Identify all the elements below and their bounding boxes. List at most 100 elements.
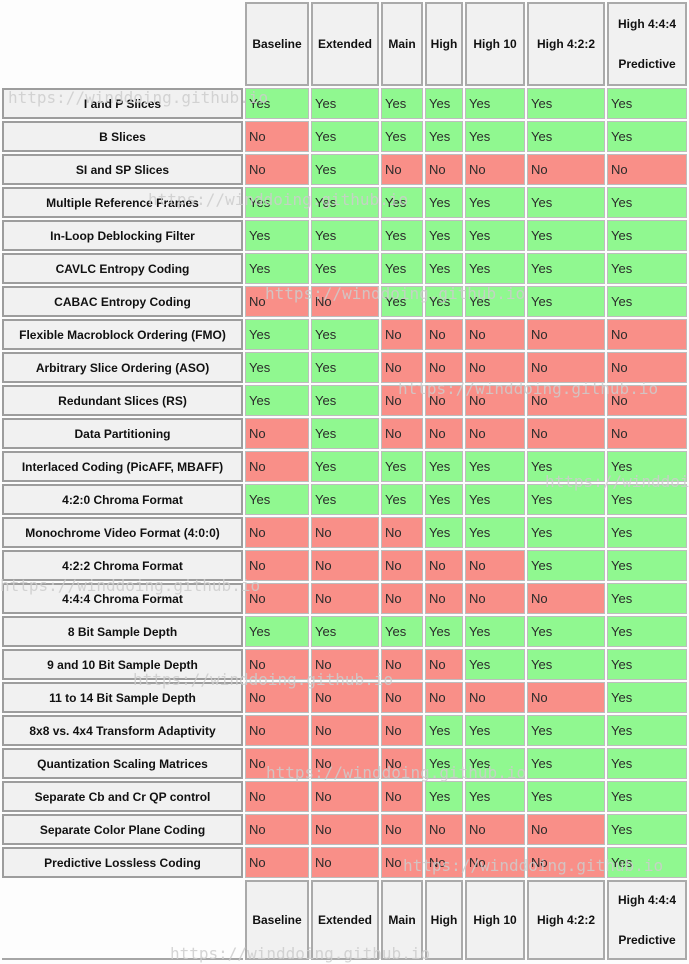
support-cell: No	[527, 385, 605, 416]
feature-row: SI and SP Slices No Yes No No No No No	[2, 154, 687, 185]
support-cell: No	[245, 451, 309, 482]
support-cell: No	[311, 583, 379, 614]
support-cell: Yes	[381, 220, 423, 251]
support-cell: Yes	[425, 220, 463, 251]
support-cell: No	[607, 385, 687, 416]
feature-label: 11 to 14 Bit Sample Depth	[2, 682, 243, 713]
support-cell: Yes	[527, 187, 605, 218]
support-cell: No	[381, 781, 423, 812]
feature-label: 8x8 vs. 4x4 Transform Adaptivity	[2, 715, 243, 746]
support-cell: No	[465, 583, 525, 614]
support-cell: No	[465, 319, 525, 350]
support-cell: Yes	[465, 187, 525, 218]
feature-label: I and P Slices	[2, 88, 243, 119]
support-cell: No	[425, 418, 463, 449]
support-cell: Yes	[381, 286, 423, 317]
support-cell: No	[527, 682, 605, 713]
support-cell: No	[381, 748, 423, 779]
support-cell: Yes	[527, 484, 605, 515]
header-corner-cell	[2, 2, 243, 86]
feature-label: 8 Bit Sample Depth	[2, 616, 243, 647]
support-cell: No	[245, 121, 309, 152]
feature-label: Redundant Slices (RS)	[2, 385, 243, 416]
support-cell: Yes	[245, 616, 309, 647]
support-cell: No	[425, 847, 463, 878]
support-cell: No	[381, 319, 423, 350]
support-cell: No	[245, 154, 309, 185]
support-cell: No	[527, 154, 605, 185]
support-cell: Yes	[425, 715, 463, 746]
support-cell: No	[465, 550, 525, 581]
feature-row: Predictive Lossless Coding No No No No No No Ye…	[2, 847, 687, 878]
support-cell: No	[465, 385, 525, 416]
support-cell: Yes	[607, 583, 687, 614]
support-cell: No	[245, 550, 309, 581]
support-cell: Yes	[245, 352, 309, 383]
support-cell: Yes	[527, 451, 605, 482]
support-cell: Yes	[381, 616, 423, 647]
support-cell: No	[527, 814, 605, 845]
support-cell: Yes	[465, 715, 525, 746]
profile-header-baseline: Baseline	[245, 2, 309, 86]
support-cell: Yes	[425, 517, 463, 548]
support-cell: No	[425, 682, 463, 713]
support-cell: No	[381, 715, 423, 746]
support-cell: Yes	[311, 88, 379, 119]
support-cell: No	[425, 154, 463, 185]
support-cell: Yes	[311, 385, 379, 416]
support-cell: Yes	[607, 121, 687, 152]
feature-label: B Slices	[2, 121, 243, 152]
support-cell: Yes	[245, 187, 309, 218]
support-cell: No	[381, 550, 423, 581]
support-cell: Yes	[607, 550, 687, 581]
feature-row: Separate Cb and Cr QP control No No No Yes Ye…	[2, 781, 687, 812]
support-cell: No	[311, 286, 379, 317]
support-cell: Yes	[527, 121, 605, 152]
support-cell: Yes	[381, 121, 423, 152]
support-cell: No	[311, 715, 379, 746]
support-cell: Yes	[527, 253, 605, 284]
feature-row: 11 to 14 Bit Sample Depth No No No No No No Yes	[2, 682, 687, 713]
table-footer: Baseline Extended Main High High 10 High 4:2:…	[2, 880, 687, 960]
support-cell: Yes	[527, 517, 605, 548]
feature-label: SI and SP Slices	[2, 154, 243, 185]
feature-label: CAVLC Entropy Coding	[2, 253, 243, 284]
support-cell: Yes	[527, 748, 605, 779]
profile-header-high: High	[425, 880, 463, 960]
support-cell: No	[425, 352, 463, 383]
support-cell: Yes	[425, 187, 463, 218]
support-cell: Yes	[425, 748, 463, 779]
support-cell: Yes	[245, 220, 309, 251]
support-cell: No	[607, 319, 687, 350]
feature-row: Quantization Scaling Matrices No No No Yes Ye…	[2, 748, 687, 779]
support-cell: No	[465, 418, 525, 449]
support-cell: Yes	[425, 781, 463, 812]
support-cell: No	[381, 517, 423, 548]
feature-row: CABAC Entropy Coding No No Yes Yes Yes Yes Yes	[2, 286, 687, 317]
support-cell: No	[245, 715, 309, 746]
support-cell: Yes	[245, 484, 309, 515]
support-cell: No	[425, 649, 463, 680]
support-cell: Yes	[381, 484, 423, 515]
support-cell: No	[245, 682, 309, 713]
support-cell: No	[381, 583, 423, 614]
support-cell: Yes	[311, 187, 379, 218]
support-cell: Yes	[381, 253, 423, 284]
support-cell: Yes	[425, 88, 463, 119]
support-cell: Yes	[311, 616, 379, 647]
support-cell: No	[381, 352, 423, 383]
feature-label: 9 and 10 Bit Sample Depth	[2, 649, 243, 680]
feature-row: Flexible Macroblock Ordering (FMO) Yes Yes…	[2, 319, 687, 350]
support-cell: No	[527, 583, 605, 614]
support-cell: No	[527, 418, 605, 449]
support-cell: Yes	[311, 451, 379, 482]
support-cell: No	[381, 847, 423, 878]
support-cell: Yes	[381, 451, 423, 482]
support-cell: Yes	[465, 517, 525, 548]
support-cell: No	[527, 352, 605, 383]
support-cell: Yes	[381, 88, 423, 119]
support-cell: No	[465, 352, 525, 383]
support-cell: Yes	[311, 352, 379, 383]
support-cell: No	[245, 847, 309, 878]
